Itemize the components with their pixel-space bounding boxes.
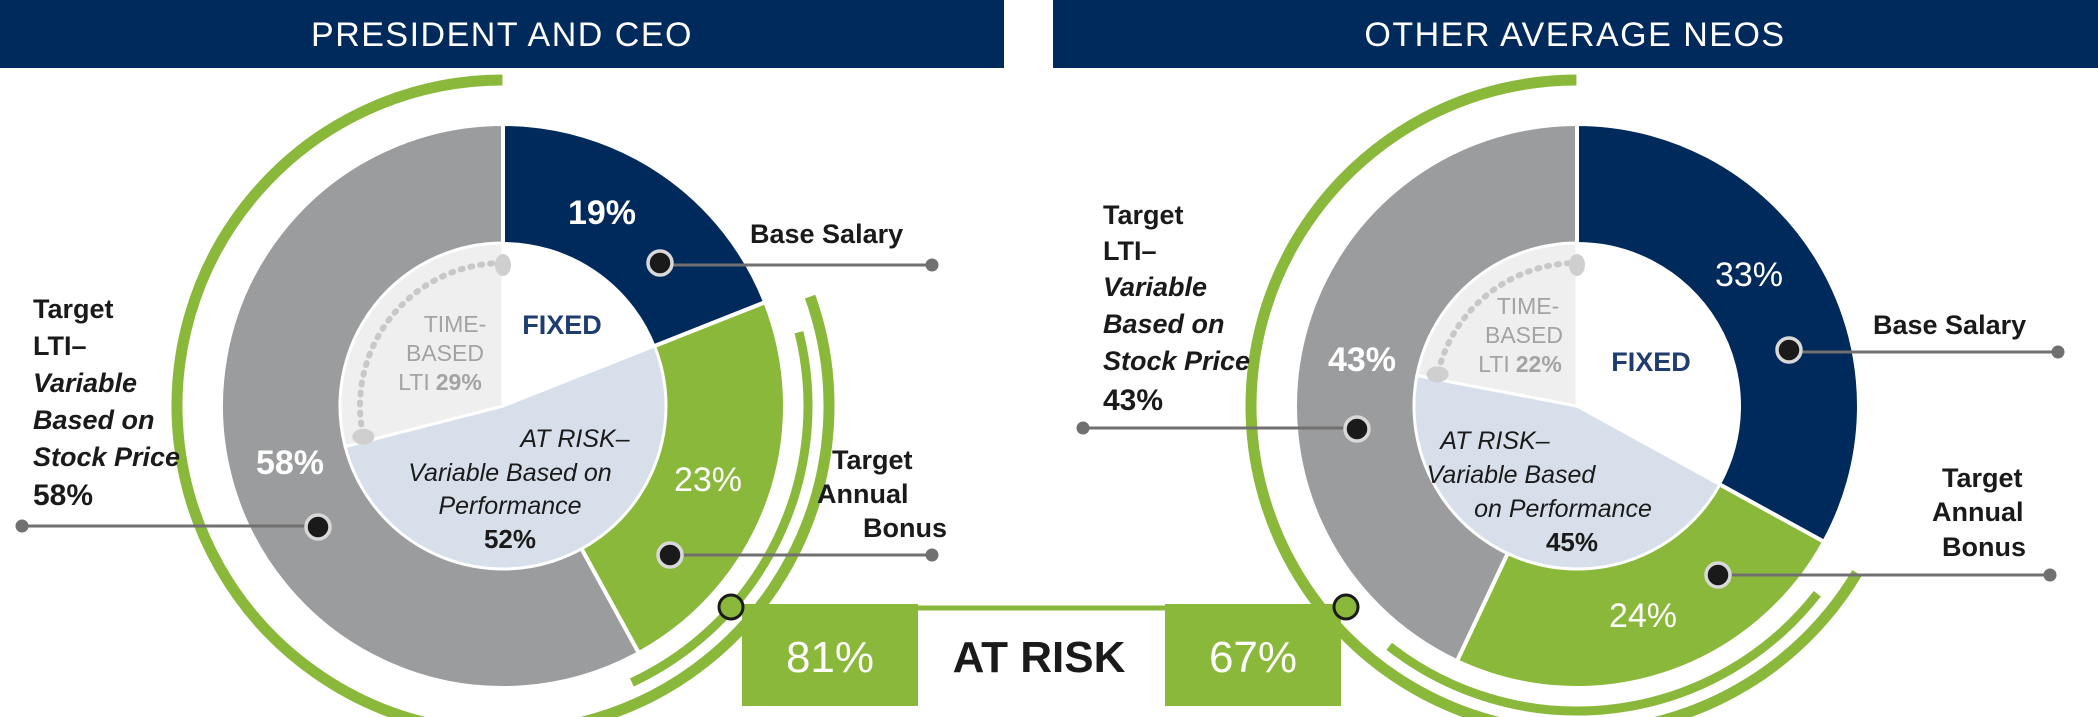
neo-at-risk-pct: 45% [1546, 527, 1598, 557]
neo-bonus-leader-end [2043, 568, 2057, 582]
neo-inner-disc [1412, 241, 1741, 571]
ceo-outer-arcs [171, 74, 835, 717]
ceo-inner-fixed [502, 241, 656, 408]
ceo-lti-callout-4: Based on [33, 405, 155, 435]
ceo-at-risk-arc [171, 74, 835, 717]
neo-base-salary-pct: 33% [1715, 256, 1783, 294]
ceo-lti-marker [304, 513, 332, 541]
neo-time-based-dot-start [1426, 366, 1449, 383]
at-risk-label: AT RISK [953, 633, 1126, 682]
neo-bonus-callout-2: Annual [1932, 497, 2024, 527]
neo-time-based-line-3: LTI 22% [1478, 351, 1562, 377]
neo-base-salary-callout: Base Salary [1873, 310, 2026, 340]
ceo-time-based-line-3: LTI 29% [398, 369, 482, 395]
neo-at-risk-box [1165, 604, 1341, 706]
ceo-time-based-line-2: BASED [406, 340, 484, 366]
at-risk-label-box [918, 612, 1165, 698]
ceo-inner-at-risk [343, 344, 668, 571]
neo-at-risk-knob [1332, 593, 1360, 621]
ceo-bonus-arc [629, 331, 813, 687]
neo-title: OTHER AVERAGE NEOS [1364, 16, 1785, 54]
neo-fixed-label: FIXED [1611, 347, 1691, 377]
ceo-at-risk-pct: 52% [484, 524, 536, 554]
ceo-base-salary-leader-end [925, 258, 939, 272]
ceo-base-salary-callout: Base Salary [750, 219, 903, 249]
neo-time-based-pct: 22% [1516, 351, 1562, 377]
neo-time-based-dot-end [1569, 254, 1585, 276]
ceo-title: PRESIDENT AND CEO [311, 16, 693, 54]
neo-lti-callout-3: Variable [1103, 272, 1207, 302]
neo-bonus-pct: 24% [1609, 597, 1677, 635]
ceo-at-risk-line-1: AT RISK– [518, 425, 630, 453]
neo-bonus-callout-3: Bonus [1942, 532, 2026, 562]
ceo-base-salary-pct: 19% [568, 194, 636, 232]
ceo-time-based-dot-start [352, 428, 375, 445]
ceo-fixed-label: FIXED [522, 310, 602, 340]
neo-time-based-dotted-arc [1435, 260, 1578, 375]
neo-inner-fixed [1576, 241, 1741, 486]
neo-lti-callout-2: LTI– [1103, 236, 1157, 266]
ceo-lti-pct: 58% [256, 444, 324, 482]
ceo-lti-callout-2: LTI– [33, 331, 87, 361]
neo-at-risk-arc [1245, 74, 1862, 717]
ceo-time-based-pct: 29% [436, 369, 482, 395]
neo-lti-leader-end [1076, 421, 1090, 435]
ceo-lti-callout-1: Target [33, 294, 114, 324]
ceo-lti-callout-pct: 58% [33, 479, 93, 512]
neo-lti-callout-pct: 43% [1103, 384, 1163, 417]
neo-lti-callout-4: Based on [1103, 309, 1225, 339]
ceo-donut-chart: 19% 23% 58% FIXED AT RISK– Variable Base… [33, 74, 947, 717]
ceo-bonus-callout-3: Bonus [863, 513, 947, 543]
ceo-bonus-pct: 23% [674, 461, 742, 499]
neo-outer-arcs [1245, 74, 1862, 717]
neo-donut-chart: 33% 24% 43% FIXED AT RISK– Variable Base… [1103, 74, 2026, 717]
ceo-bonus-callout-1: Target [832, 445, 913, 475]
neo-inner-time-based [1415, 241, 1579, 408]
neo-bonus-callout-1: Target [1942, 463, 2023, 493]
ceo-inner-time-based [338, 241, 505, 449]
ceo-base-salary-marker [646, 249, 674, 277]
neo-at-risk-line-1: AT RISK– [1438, 427, 1550, 455]
ceo-at-risk-box [742, 604, 918, 706]
ceo-at-risk-knob [717, 593, 745, 621]
neo-lti-pct: 43% [1328, 341, 1396, 379]
ceo-at-risk-total: 81% [786, 633, 874, 682]
ceo-bonus-leader-end [925, 548, 939, 562]
neo-time-based-line-2: BASED [1485, 322, 1563, 348]
ceo-at-risk-line-3: Performance [438, 492, 581, 520]
neo-bonus-marker [1704, 561, 1732, 589]
neo-base-salary-marker [1775, 336, 1803, 364]
neo-bonus-arc [1386, 591, 1821, 716]
ceo-time-based-prefix: LTI [398, 369, 430, 395]
neo-at-risk-line-2: Variable Based [1427, 461, 1597, 489]
neo-at-risk-line-3: on Performance [1474, 495, 1652, 523]
neo-time-based-line-1: TIME- [1497, 293, 1560, 319]
neo-time-based-prefix: LTI [1478, 351, 1510, 377]
ceo-time-based-line-1: TIME- [424, 311, 487, 337]
neo-base-salary-leader-end [2051, 345, 2065, 359]
ceo-banner [0, 0, 1004, 68]
ceo-bonus-marker [656, 541, 684, 569]
neo-lti-callout-5: Stock Price [1103, 346, 1250, 376]
ceo-lti-callout-5: Stock Price [33, 442, 180, 472]
ceo-time-based-dot-end [495, 254, 511, 276]
neo-at-risk-total: 67% [1209, 633, 1297, 682]
neo-lti-marker [1343, 415, 1371, 443]
neo-banner [1053, 0, 2098, 68]
ceo-bonus-callout-2: Annual [817, 479, 909, 509]
neo-inner-at-risk [1412, 373, 1722, 571]
ceo-inner-disc [338, 241, 668, 571]
at-risk-bar: 81% AT RISK 67% [717, 593, 1360, 706]
leader-lines [15, 249, 2065, 589]
ceo-lti-leader-end [15, 519, 29, 533]
ceo-at-risk-line-2: Variable Based on [408, 459, 611, 487]
neo-lti-callout-1: Target [1103, 200, 1184, 230]
ceo-lti-callout-3: Variable [33, 368, 137, 398]
